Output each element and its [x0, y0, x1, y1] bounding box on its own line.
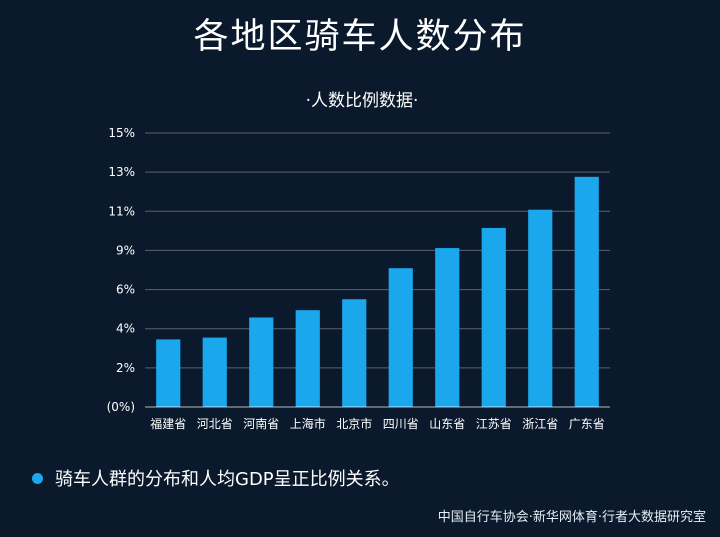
bar: [388, 268, 413, 407]
bar: [574, 176, 599, 407]
bar: [156, 339, 181, 407]
y-axis-ticks: (0%) 2% 4% 6% 9% 11% 13% 15%: [107, 126, 135, 414]
source-credit: 中国自行车协会·新华网体育·行者大数据研究室: [437, 510, 706, 525]
x-axis-labels: 福建省 河北省 河南省 上海市 北京市 四川省 山东省 江苏省 浙江省 广东省: [150, 416, 605, 431]
x-tick-label: 广东省: [569, 417, 605, 431]
y-tick-label: (0%): [107, 400, 135, 414]
bar: [435, 248, 460, 407]
bar: [528, 209, 553, 407]
bars: [156, 176, 599, 407]
footnote-text: 骑车人群的分布和人均GDP呈正比例关系。: [55, 469, 400, 490]
bar: [202, 337, 227, 407]
x-tick-label: 河南省: [243, 416, 279, 431]
y-tick-label: 6%: [116, 283, 135, 297]
y-tick-label: 4%: [116, 322, 135, 336]
x-tick-label: 浙江省: [522, 417, 558, 431]
y-tick-label: 13%: [108, 165, 135, 179]
footnote: 骑车人群的分布和人均GDP呈正比例关系。: [32, 465, 400, 491]
y-tick-label: 11%: [108, 204, 135, 218]
x-tick-label: 上海市: [290, 416, 326, 431]
bar: [249, 317, 274, 407]
x-tick-label: 北京市: [336, 416, 372, 431]
chart-subtitle: ·人数比例数据·: [306, 91, 419, 111]
bar: [481, 227, 506, 407]
y-tick-label: 2%: [116, 361, 135, 375]
y-tick-label: 9%: [116, 243, 135, 257]
y-tick-label: 15%: [108, 126, 135, 140]
x-tick-label: 福建省: [150, 416, 186, 431]
chart-title: 各地区骑车人数分布: [193, 17, 527, 57]
x-tick-label: 山东省: [429, 417, 465, 431]
bullet-dot-icon: [32, 472, 43, 484]
x-tick-label: 四川省: [383, 417, 419, 431]
bar: [342, 299, 367, 407]
x-tick-label: 河北省: [197, 417, 233, 431]
x-tick-label: 江苏省: [476, 417, 512, 431]
bar: [295, 310, 320, 407]
